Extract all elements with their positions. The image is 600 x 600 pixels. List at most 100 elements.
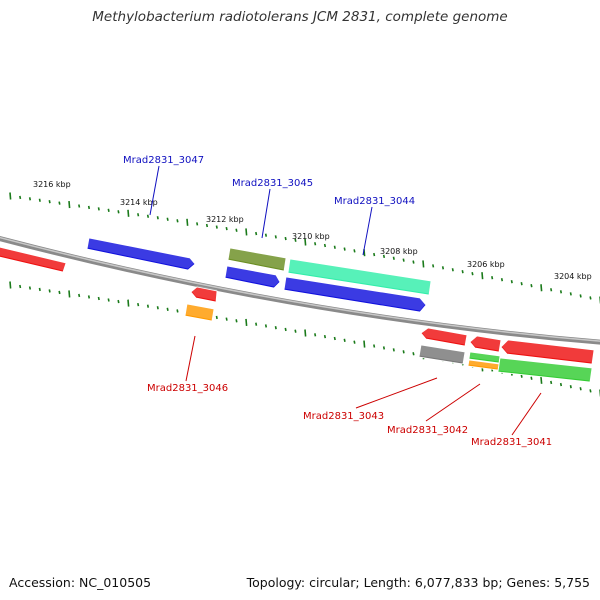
minor-tick: [500, 278, 504, 282]
major-tick: [68, 290, 71, 298]
major-tick: [245, 318, 248, 327]
minor-tick: [28, 286, 32, 290]
major-tick: [68, 200, 71, 209]
minor-tick: [38, 198, 41, 202]
feature-highlight: [470, 334, 501, 351]
gene-feature-blue-3044b[interactable]: [283, 275, 427, 313]
feature-highlight: [419, 343, 465, 363]
minor-tick: [19, 284, 22, 289]
minor-tick: [314, 333, 317, 337]
gene-feature-blue-3045b[interactable]: [224, 264, 281, 289]
gene-feature-red-3043[interactable]: [420, 326, 468, 347]
minor-tick: [589, 296, 592, 300]
minor-tick: [28, 197, 32, 201]
gene-label-3042[interactable]: Mrad2831_3042: [387, 425, 468, 436]
minor-tick: [274, 326, 277, 330]
genome-backbone-shade: [0, 236, 600, 342]
feature-highlight: [225, 264, 280, 287]
feature-highlight: [0, 245, 66, 271]
kbp-label-3214: 3214 kbp: [120, 198, 158, 207]
gene-label-3043[interactable]: Mrad2831_3043: [303, 411, 384, 422]
feature-highlight: [284, 275, 426, 311]
minor-tick: [284, 327, 287, 332]
feature-highlight: [421, 326, 467, 345]
major-tick: [9, 281, 12, 289]
gene-label-3045[interactable]: Mrad2831_3045: [232, 178, 313, 189]
minor-tick: [569, 385, 572, 389]
major-tick: [422, 260, 425, 268]
minor-tick: [392, 348, 395, 352]
gene-feature-3043[interactable]: [418, 343, 466, 365]
gene-feature-red-left[interactable]: [0, 245, 67, 273]
minor-tick: [550, 288, 553, 292]
minor-tick: [559, 290, 563, 294]
kbp-label-3208: 3208 kbp: [380, 247, 418, 256]
minor-tick: [343, 247, 346, 251]
minor-tick: [137, 302, 140, 307]
minor-tick: [333, 245, 336, 249]
kbp-label-3212: 3212 kbp: [206, 215, 244, 224]
minor-tick: [264, 233, 268, 237]
feature-highlight: [87, 236, 195, 269]
gene-label-3044[interactable]: Mrad2831_3044: [334, 196, 415, 207]
gene-feature-3044[interactable]: [287, 257, 432, 296]
minor-tick: [215, 225, 218, 229]
minor-tick: [323, 243, 327, 248]
feature-highlight: [185, 302, 214, 320]
minor-tick: [78, 204, 81, 208]
minor-tick: [137, 213, 140, 217]
feature-highlight: [228, 246, 286, 270]
major-tick: [245, 228, 248, 236]
minor-tick: [117, 299, 120, 304]
minor-tick: [491, 276, 494, 280]
kbp-label-3206: 3206 kbp: [467, 260, 505, 269]
gene-feature-3046[interactable]: [190, 285, 218, 303]
gene-feature-red-3042[interactable]: [469, 334, 502, 353]
minor-tick: [579, 387, 582, 391]
gene-label-3041[interactable]: Mrad2831_3041: [471, 437, 552, 448]
minor-tick: [146, 214, 150, 218]
minor-tick: [294, 238, 297, 242]
minor-tick: [294, 329, 297, 333]
major-tick: [9, 192, 12, 200]
minor-tick: [166, 307, 169, 311]
minor-tick: [589, 389, 592, 393]
gene-feature-red-3041[interactable]: [500, 338, 595, 365]
minor-tick: [107, 208, 110, 212]
gene-feature-3041[interactable]: [497, 356, 593, 383]
gene-feature-3045[interactable]: [227, 246, 287, 272]
minor-tick: [392, 256, 395, 260]
minor-tick: [176, 309, 179, 313]
minor-tick: [520, 374, 523, 378]
gene-label-3046[interactable]: Mrad2831_3046: [147, 383, 228, 394]
feature-highlight: [191, 285, 217, 301]
feature-highlight: [498, 356, 592, 381]
minor-tick: [97, 207, 100, 211]
major-tick: [127, 209, 130, 217]
minor-tick: [235, 228, 238, 232]
minor-tick: [166, 217, 169, 221]
major-tick: [304, 329, 307, 337]
gene-label-3047[interactable]: Mrad2831_3047: [123, 155, 204, 166]
minor-tick: [225, 317, 228, 321]
minor-tick: [146, 304, 150, 308]
gene-feature-3047[interactable]: [86, 236, 196, 271]
minor-tick: [19, 195, 22, 200]
kbp-label-3204: 3204 kbp: [554, 272, 592, 281]
minor-tick: [373, 344, 376, 348]
minor-tick: [402, 350, 405, 354]
leader-line-3042: [425, 383, 481, 422]
minor-tick: [117, 210, 120, 214]
major-tick: [127, 299, 130, 307]
gene-feature-orange-3046b[interactable]: [184, 302, 215, 322]
minor-tick: [461, 270, 464, 274]
minor-tick: [225, 226, 228, 231]
leader-line-3044: [362, 206, 373, 256]
leader-line-3043: [355, 377, 438, 409]
minor-tick: [156, 216, 159, 220]
feature-highlight: [288, 257, 431, 294]
minor-tick: [215, 315, 218, 320]
minor-tick: [38, 287, 41, 292]
kbp-label-3210: 3210 kbp: [292, 232, 330, 241]
